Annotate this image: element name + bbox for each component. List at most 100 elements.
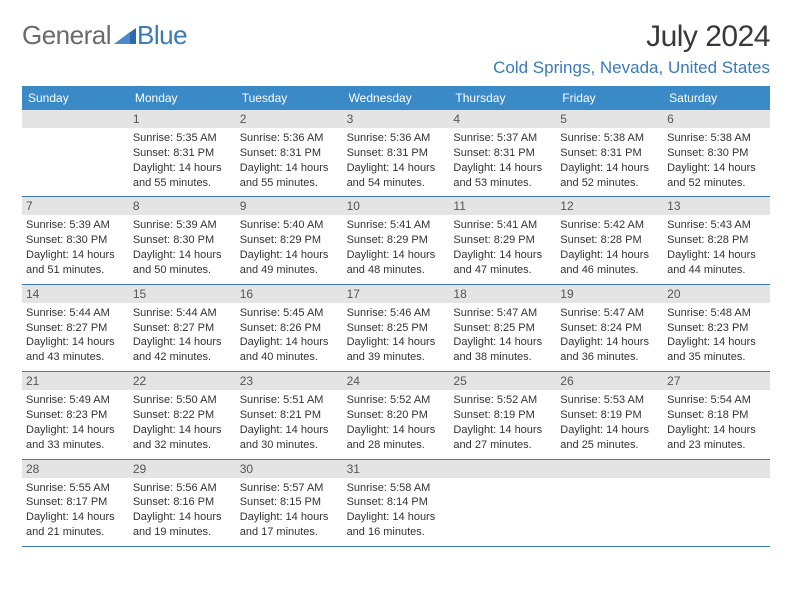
logo-text-1: General	[22, 20, 111, 51]
info-line: Sunrise: 5:53 AM	[560, 393, 659, 408]
day-info: Sunrise: 5:36 AMSunset: 8:31 PMDaylight:…	[347, 131, 446, 190]
day-info: Sunrise: 5:41 AMSunset: 8:29 PMDaylight:…	[453, 218, 552, 277]
day-number: 9	[236, 197, 343, 215]
day-info: Sunrise: 5:49 AMSunset: 8:23 PMDaylight:…	[26, 393, 125, 452]
info-line: Daylight: 14 hours and 40 minutes.	[240, 335, 339, 365]
day-info: Sunrise: 5:47 AMSunset: 8:25 PMDaylight:…	[453, 306, 552, 365]
info-line: Daylight: 14 hours and 17 minutes.	[240, 510, 339, 540]
info-line: Daylight: 14 hours and 43 minutes.	[26, 335, 125, 365]
day-cell	[22, 110, 129, 196]
info-line: Sunset: 8:21 PM	[240, 408, 339, 423]
info-line: Sunset: 8:24 PM	[560, 321, 659, 336]
day-number: 14	[22, 285, 129, 303]
info-line: Sunset: 8:29 PM	[453, 233, 552, 248]
info-line: Sunset: 8:31 PM	[560, 146, 659, 161]
day-number: 15	[129, 285, 236, 303]
logo: General Blue	[22, 20, 187, 51]
day-number	[22, 110, 129, 128]
day-cell: 18 Sunrise: 5:47 AMSunset: 8:25 PMDayligh…	[449, 285, 556, 371]
info-line: Sunset: 8:29 PM	[240, 233, 339, 248]
day-number: 30	[236, 460, 343, 478]
info-line: Daylight: 14 hours and 33 minutes.	[26, 423, 125, 453]
day-cell: 28Sunrise: 5:55 AMSunset: 8:17 PMDayligh…	[22, 460, 129, 546]
info-line: Daylight: 14 hours and 55 minutes.	[133, 161, 232, 191]
info-line: Sunrise: 5:52 AM	[453, 393, 552, 408]
day-number: 25	[449, 372, 556, 390]
info-line: Sunset: 8:18 PM	[667, 408, 766, 423]
info-line: Daylight: 14 hours and 16 minutes.	[347, 510, 446, 540]
day-info: Sunrise: 5:51 AMSunset: 8:21 PMDaylight:…	[240, 393, 339, 452]
info-line: Sunrise: 5:35 AM	[133, 131, 232, 146]
day-number: 23	[236, 372, 343, 390]
day-cell: 20Sunrise: 5:48 AMSunset: 8:23 PMDayligh…	[663, 285, 770, 371]
day-cell: 6Sunrise: 5:38 AMSunset: 8:30 PMDaylight…	[663, 110, 770, 196]
info-line: Daylight: 14 hours and 44 minutes.	[667, 248, 766, 278]
info-line: Daylight: 14 hours and 35 minutes.	[667, 335, 766, 365]
info-line: Sunrise: 5:45 AM	[240, 306, 339, 321]
day-cell: 8Sunrise: 5:39 AMSunset: 8:30 PMDaylight…	[129, 197, 236, 283]
day-info: Sunrise: 5:57 AMSunset: 8:15 PMDaylight:…	[240, 481, 339, 540]
info-line: Sunrise: 5:50 AM	[133, 393, 232, 408]
day-cell: 3Sunrise: 5:36 AMSunset: 8:31 PMDaylight…	[343, 110, 450, 196]
day-number: 7	[22, 197, 129, 215]
info-line: Daylight: 14 hours and 47 minutes.	[453, 248, 552, 278]
info-line: Sunrise: 5:58 AM	[347, 481, 446, 496]
info-line: Sunset: 8:23 PM	[667, 321, 766, 336]
day-header-row: Sunday Monday Tuesday Wednesday Thursday…	[22, 86, 770, 110]
info-line: Daylight: 14 hours and 52 minutes.	[560, 161, 659, 191]
info-line: Sunset: 8:31 PM	[133, 146, 232, 161]
day-cell: 7Sunrise: 5:39 AMSunset: 8:30 PMDaylight…	[22, 197, 129, 283]
day-info: Sunrise: 5:45 AMSunset: 8:26 PMDaylight:…	[240, 306, 339, 365]
day-cell: 5Sunrise: 5:38 AMSunset: 8:31 PMDaylight…	[556, 110, 663, 196]
day-cell: 25Sunrise: 5:52 AMSunset: 8:19 PMDayligh…	[449, 372, 556, 458]
week-row: 7Sunrise: 5:39 AMSunset: 8:30 PMDaylight…	[22, 197, 770, 284]
day-info: Sunrise: 5:52 AMSunset: 8:20 PMDaylight:…	[347, 393, 446, 452]
day-number: 17	[343, 285, 450, 303]
week-row: 1Sunrise: 5:35 AMSunset: 8:31 PMDaylight…	[22, 110, 770, 197]
day-info: Sunrise: 5:44 AMSunset: 8:27 PMDaylight:…	[26, 306, 125, 365]
day-number: 2	[236, 110, 343, 128]
day-number: 21	[22, 372, 129, 390]
day-info: Sunrise: 5:48 AMSunset: 8:23 PMDaylight:…	[667, 306, 766, 365]
info-line: Daylight: 14 hours and 36 minutes.	[560, 335, 659, 365]
info-line: Sunset: 8:30 PM	[133, 233, 232, 248]
day-info: Sunrise: 5:56 AMSunset: 8:16 PMDaylight:…	[133, 481, 232, 540]
info-line: Sunrise: 5:47 AM	[453, 306, 552, 321]
info-line: Sunrise: 5:57 AM	[240, 481, 339, 496]
day-cell: 16Sunrise: 5:45 AMSunset: 8:26 PMDayligh…	[236, 285, 343, 371]
week-row: 28Sunrise: 5:55 AMSunset: 8:17 PMDayligh…	[22, 460, 770, 547]
info-line: Sunrise: 5:56 AM	[133, 481, 232, 496]
info-line: Sunset: 8:31 PM	[453, 146, 552, 161]
day-cell: 1Sunrise: 5:35 AMSunset: 8:31 PMDaylight…	[129, 110, 236, 196]
info-line: Sunrise: 5:38 AM	[667, 131, 766, 146]
info-line: Sunset: 8:26 PM	[240, 321, 339, 336]
info-line: Daylight: 14 hours and 32 minutes.	[133, 423, 232, 453]
day-info: Sunrise: 5:54 AMSunset: 8:18 PMDaylight:…	[667, 393, 766, 452]
day-cell: 12Sunrise: 5:42 AMSunset: 8:28 PMDayligh…	[556, 197, 663, 283]
info-line: Sunrise: 5:40 AM	[240, 218, 339, 233]
day-cell: 21 Sunrise: 5:49 AMSunset: 8:23 PMDayligh…	[22, 372, 129, 458]
day-number: 18	[449, 285, 556, 303]
weeks: 1Sunrise: 5:35 AMSunset: 8:31 PMDaylight…	[22, 110, 770, 547]
day-cell: 19 Sunrise: 5:47 AMSunset: 8:24 PMDayligh…	[556, 285, 663, 371]
day-number	[556, 460, 663, 478]
info-line: Sunrise: 5:41 AM	[347, 218, 446, 233]
calendar-page: General Blue July 2024 Cold Springs, Nev…	[0, 0, 792, 557]
day-cell	[663, 460, 770, 546]
day-cell: 29Sunrise: 5:56 AMSunset: 8:16 PMDayligh…	[129, 460, 236, 546]
day-info: Sunrise: 5:47 AMSunset: 8:24 PMDaylight:…	[560, 306, 659, 365]
info-line: Daylight: 14 hours and 30 minutes.	[240, 423, 339, 453]
day-number	[663, 460, 770, 478]
info-line: Daylight: 14 hours and 42 minutes.	[133, 335, 232, 365]
day-cell: 2Sunrise: 5:36 AMSunset: 8:31 PMDaylight…	[236, 110, 343, 196]
info-line: Sunrise: 5:41 AM	[453, 218, 552, 233]
info-line: Sunrise: 5:54 AM	[667, 393, 766, 408]
info-line: Sunrise: 5:49 AM	[26, 393, 125, 408]
day-cell: 13Sunrise: 5:43 AMSunset: 8:28 PMDayligh…	[663, 197, 770, 283]
day-info: Sunrise: 5:38 AMSunset: 8:31 PMDaylight:…	[560, 131, 659, 190]
day-info: Sunrise: 5:58 AMSunset: 8:14 PMDaylight:…	[347, 481, 446, 540]
info-line: Sunrise: 5:47 AM	[560, 306, 659, 321]
info-line: Daylight: 14 hours and 19 minutes.	[133, 510, 232, 540]
day-number: 19	[556, 285, 663, 303]
day-cell: 14 Sunrise: 5:44 AMSunset: 8:27 PMDayligh…	[22, 285, 129, 371]
